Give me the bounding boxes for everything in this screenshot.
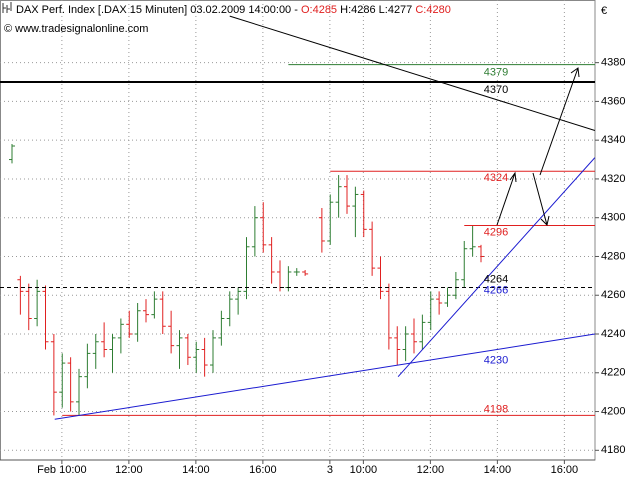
level-label: 4324	[484, 172, 508, 184]
x-tick-label: 16:00	[551, 464, 579, 476]
header-title: DAX Perf. Index [.DAX 15 Minuten] 03.02.…	[16, 4, 298, 16]
trend-line	[229, 15, 595, 131]
x-tick-label: 16:00	[249, 464, 277, 476]
x-tick-label: 12:00	[417, 464, 445, 476]
currency: €	[601, 5, 607, 17]
level-label: 4264	[484, 273, 508, 285]
x-tick-label: Feb 10:00	[37, 464, 87, 476]
trend-label: 4266	[484, 285, 508, 297]
y-tick-label: 4380	[601, 57, 625, 69]
header: DAX Perf. Index [.DAX 15 Minuten] 03.02.…	[16, 4, 451, 16]
arrows	[496, 67, 580, 226]
level-label: 4370	[484, 84, 508, 96]
y-tick-label: 4260	[601, 289, 625, 301]
y-tick-label: 4340	[601, 134, 625, 146]
header-open: O:4285	[301, 4, 337, 16]
trend-line	[54, 333, 595, 420]
y-tick-label: 4320	[601, 173, 625, 185]
y-tick-label: 4240	[601, 328, 625, 340]
chart-icon	[2, 2, 12, 13]
watermark: © www.tradesignalonline.com	[4, 23, 148, 35]
x-tick-label: 10:00	[350, 464, 378, 476]
x-tick-label: 12:00	[115, 464, 143, 476]
x-tick-label: 14:00	[182, 464, 210, 476]
y-tick-label: 4180	[601, 444, 625, 456]
trend-line	[397, 157, 595, 377]
trend-label: 4230	[484, 354, 508, 366]
level-label: 4296	[484, 226, 508, 238]
y-tick-label: 4200	[601, 405, 625, 417]
level-label: 4379	[484, 66, 508, 78]
y-tick-label: 4280	[601, 250, 625, 262]
plot-area	[0, 0, 595, 460]
y-tick-label: 4360	[601, 95, 625, 107]
header-high-low: H:4286 L:4277	[340, 4, 412, 16]
x-tick-label: 3	[327, 464, 333, 476]
y-tick-label: 4220	[601, 367, 625, 379]
y-tick-label: 4300	[601, 212, 625, 224]
header-close: C:4280	[415, 4, 450, 16]
x-tick-label: 14:00	[484, 464, 512, 476]
level-label: 4198	[484, 403, 508, 415]
